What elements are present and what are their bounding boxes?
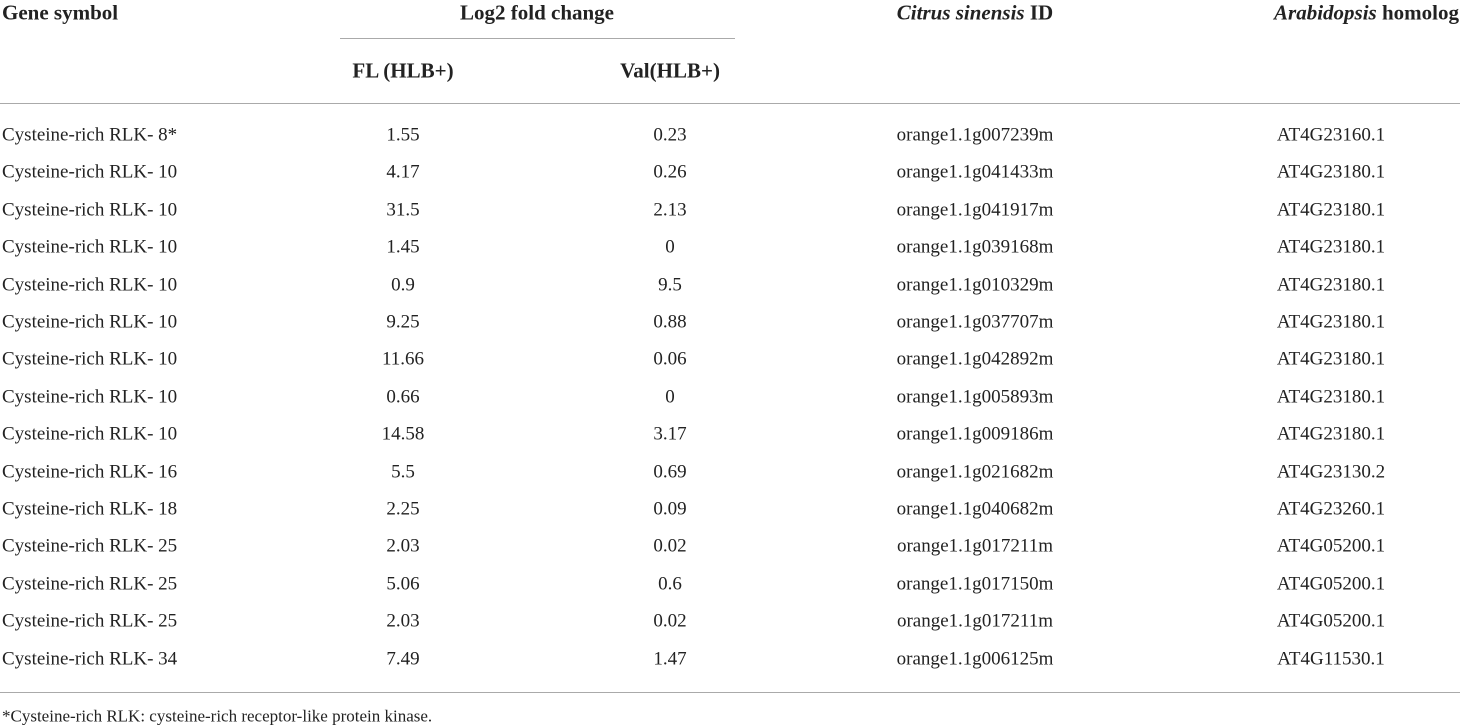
gene-symbol: Cysteine-rich RLK- 10 [2, 199, 178, 221]
gene-symbol: Cysteine-rich RLK- 10 [2, 311, 178, 333]
arabidopsis-id: AT4G23260.1 [1276, 498, 1386, 520]
val-value: 0.06 [653, 348, 687, 370]
arabidopsis-id: AT4G23180.1 [1276, 386, 1386, 408]
val-value: 3.17 [653, 423, 687, 445]
citrus-id: orange1.1g017211m [896, 610, 1054, 632]
citrus-id: orange1.1g017150m [896, 573, 1054, 595]
arabidopsis-id: AT4G23180.1 [1276, 274, 1386, 296]
fl-value: 9.25 [386, 311, 420, 333]
citrus-id: orange1.1g039168m [896, 236, 1054, 258]
citrus-id: orange1.1g017211m [896, 535, 1054, 557]
fl-value: 5.06 [386, 573, 420, 595]
header-log2-fold-change: Log2 fold change [459, 0, 615, 25]
arabidopsis-id: AT4G23180.1 [1276, 236, 1386, 258]
gene-symbol: Cysteine-rich RLK- 25 [2, 573, 178, 595]
val-value: 0.88 [653, 311, 687, 333]
arabidopsis-id: AT4G23180.1 [1276, 311, 1386, 333]
val-value: 0.6 [658, 573, 682, 595]
header-fl: FL (HLB+) [352, 58, 454, 83]
fl-value: 0.66 [386, 386, 420, 408]
header-text: ID [1024, 0, 1054, 25]
gene-symbol: Cysteine-rich RLK- 10 [2, 236, 178, 258]
gene-symbol: Cysteine-rich RLK- 10 [2, 423, 178, 445]
citrus-id: orange1.1g005893m [896, 386, 1054, 408]
gene-symbol: Cysteine-rich RLK- 25 [2, 535, 178, 557]
citrus-id: orange1.1g010329m [896, 274, 1054, 296]
val-value: 0.23 [653, 124, 687, 146]
fl-value: 2.25 [386, 498, 420, 520]
fl-value: 0.9 [391, 274, 415, 296]
fl-value: 11.66 [381, 348, 425, 370]
arabidopsis-id: AT4G23180.1 [1276, 423, 1386, 445]
gene-symbol: Cysteine-rich RLK- 25 [2, 610, 178, 632]
citrus-id: orange1.1g041917m [896, 199, 1054, 221]
header-arabidopsis: Arabidopsis homolog [1274, 0, 1459, 25]
arabidopsis-id: AT4G23180.1 [1276, 199, 1386, 221]
val-value: 0.69 [653, 461, 687, 483]
fl-value: 31.5 [386, 199, 420, 221]
val-value: 0 [665, 236, 675, 258]
fl-value: 2.03 [386, 535, 420, 557]
fl-value: 7.49 [386, 648, 420, 670]
citrus-id: orange1.1g040682m [896, 498, 1054, 520]
gene-symbol: Cysteine-rich RLK- 18 [2, 498, 178, 520]
val-value: 0.09 [653, 498, 687, 520]
val-value: 2.13 [653, 199, 687, 221]
fl-value: 4.17 [386, 161, 420, 183]
header-italic: Arabidopsis [1274, 0, 1377, 25]
citrus-id: orange1.1g037707m [896, 311, 1054, 333]
arabidopsis-id: AT4G23130.2 [1276, 461, 1386, 483]
footnote: *Cysteine-rich RLK: cysteine-rich recept… [2, 706, 433, 726]
val-value: 0.26 [653, 161, 687, 183]
arabidopsis-id: AT4G23160.1 [1276, 124, 1386, 146]
arabidopsis-id: AT4G11530.1 [1277, 648, 1385, 670]
fl-value: 1.45 [386, 236, 420, 258]
val-value: 0.02 [653, 535, 687, 557]
header-italic: Citrus sinensis [896, 0, 1025, 25]
arabidopsis-id: AT4G23180.1 [1276, 161, 1386, 183]
gene-symbol: Cysteine-rich RLK- 16 [2, 461, 178, 483]
header-gene-symbol: Gene symbol [2, 0, 119, 25]
val-value: 0.02 [653, 610, 687, 632]
gene-symbol: Cysteine-rich RLK- 8* [2, 124, 178, 146]
gene-symbol: Cysteine-rich RLK- 10 [2, 348, 178, 370]
fl-value: 1.55 [386, 124, 420, 146]
arabidopsis-id: AT4G05200.1 [1276, 610, 1386, 632]
gene-symbol: Cysteine-rich RLK- 34 [2, 648, 178, 670]
fl-value: 14.58 [381, 423, 425, 445]
citrus-id: orange1.1g021682m [896, 461, 1054, 483]
arabidopsis-id: AT4G05200.1 [1276, 535, 1386, 557]
citrus-id: orange1.1g009186m [896, 423, 1054, 445]
citrus-id: orange1.1g007239m [896, 124, 1054, 146]
gene-symbol: Cysteine-rich RLK- 10 [2, 161, 178, 183]
val-value: 9.5 [658, 274, 682, 296]
bottom-rule [0, 692, 1460, 693]
val-value: 1.47 [653, 648, 687, 670]
fl-value: 5.5 [391, 461, 415, 483]
header-citrus-id: Citrus sinensis ID [896, 0, 1054, 25]
gene-symbol: Cysteine-rich RLK- 10 [2, 386, 178, 408]
val-value: 0 [665, 386, 675, 408]
arabidopsis-id: AT4G05200.1 [1276, 573, 1386, 595]
citrus-id: orange1.1g006125m [896, 648, 1054, 670]
group-rule [340, 38, 735, 39]
citrus-id: orange1.1g041433m [896, 161, 1054, 183]
header-text: homolog [1376, 0, 1459, 25]
citrus-id: orange1.1g042892m [896, 348, 1054, 370]
header-rule [0, 103, 1460, 104]
fl-value: 2.03 [386, 610, 420, 632]
header-val: Val(HLB+) [620, 58, 720, 83]
gene-symbol: Cysteine-rich RLK- 10 [2, 274, 178, 296]
arabidopsis-id: AT4G23180.1 [1276, 348, 1386, 370]
